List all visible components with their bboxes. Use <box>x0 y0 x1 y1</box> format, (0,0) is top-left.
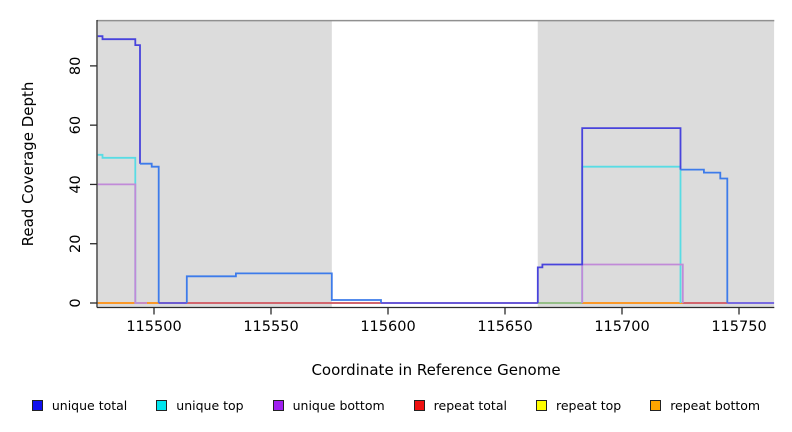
legend-swatch <box>31 400 43 411</box>
x-tick-label: 115650 <box>477 319 532 335</box>
y-tick-label: 80 <box>68 57 84 75</box>
y-tick-label: 40 <box>68 175 84 193</box>
legend: unique total unique top unique bottom repea… <box>0 398 792 413</box>
legend-swatch <box>413 400 425 411</box>
legend-item-unique-bottom: unique bottom <box>272 398 385 413</box>
series-line-unique-total <box>536 127 682 303</box>
legend-item-repeat-bottom: repeat bottom <box>650 398 760 413</box>
legend-item-repeat-total: repeat total <box>413 398 507 413</box>
legend-swatch <box>272 400 284 411</box>
x-axis-label: Coordinate in Reference Genome <box>311 361 561 379</box>
y-axis-label: Read Coverage Depth <box>19 81 37 247</box>
legend-label: unique total <box>51 398 128 413</box>
legend-item-unique-total: unique total <box>31 398 128 413</box>
series-line-unique-total <box>680 168 729 303</box>
series-line-unique-total <box>185 272 382 303</box>
shaded-region <box>537 20 775 308</box>
coverage-plot: 115500 115550 115600 115650 115700 115750 0 20 4… <box>68 19 775 335</box>
legend-label: repeat bottom <box>670 398 761 413</box>
legend-swatch <box>535 400 547 411</box>
series-line-unique-total <box>97 35 141 164</box>
shaded-region <box>97 20 332 308</box>
x-tick-label: 115500 <box>126 319 181 335</box>
x-tick-label: 115750 <box>711 319 766 335</box>
series-line-unique-bottom <box>581 263 684 303</box>
legend-swatch <box>156 400 168 411</box>
y-tick-label: 0 <box>68 298 84 307</box>
legend-swatch <box>650 400 662 411</box>
y-tick-label: 20 <box>68 234 84 252</box>
legend-item-unique-top: unique top <box>156 398 244 413</box>
legend-label: repeat total <box>433 398 507 413</box>
legend-label: unique top <box>176 398 244 413</box>
series-line-unique-total <box>140 162 160 303</box>
x-tick-label: 115550 <box>243 319 298 335</box>
legend-label: repeat top <box>555 398 622 413</box>
x-tick-label: 115700 <box>594 319 649 335</box>
x-tick-label: 115600 <box>360 319 415 335</box>
series-line-unique-bottom <box>97 183 147 304</box>
legend-label: unique bottom <box>292 398 385 413</box>
legend-item-repeat-top: repeat top <box>535 398 622 413</box>
y-tick-label: 60 <box>68 116 84 134</box>
